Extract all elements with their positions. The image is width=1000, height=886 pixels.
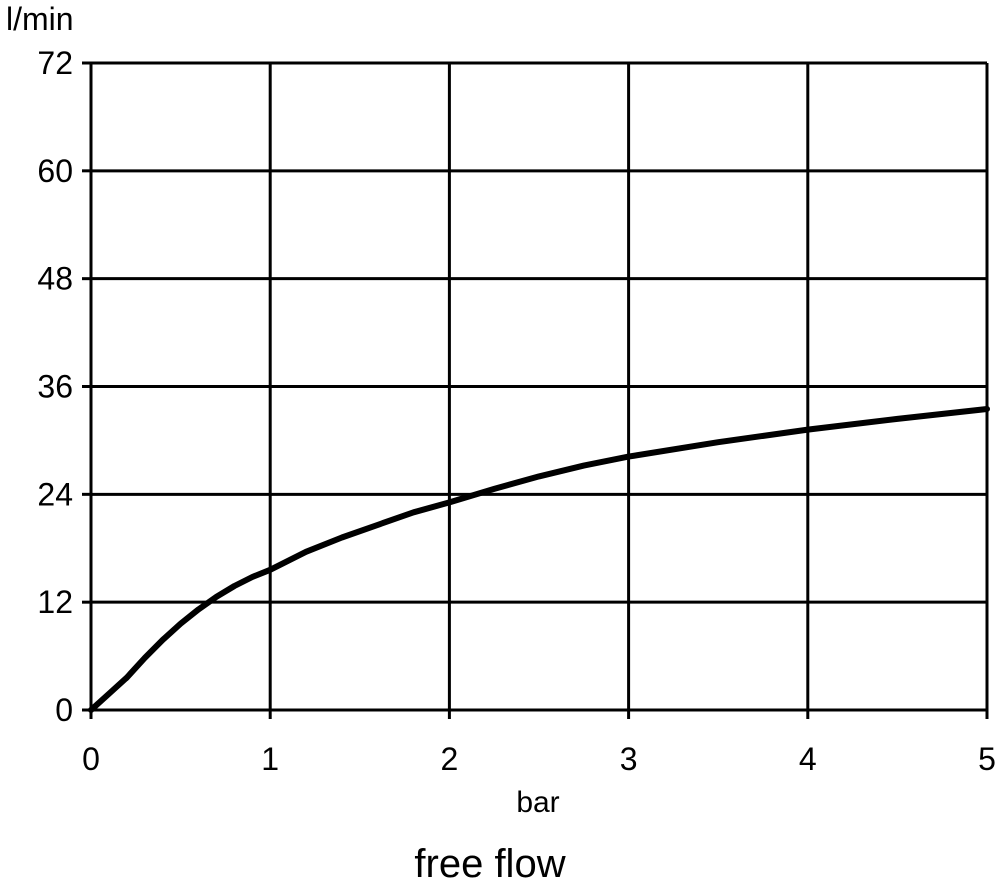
y-axis-unit-label: l/min [6,1,74,37]
x-tick-label-2: 2 [441,741,459,777]
y-tick-label-12: 12 [37,584,73,620]
chart-caption: free flow [414,842,565,886]
series-line-0 [91,409,987,710]
x-tick-label-5: 5 [978,741,996,777]
y-tick-label-0: 0 [55,692,73,728]
y-tick-label-24: 24 [37,476,73,512]
grid [91,63,987,710]
x-tick-label-3: 3 [620,741,638,777]
y-tick-label-48: 48 [37,261,73,297]
series [91,409,987,710]
x-tick-label-0: 0 [82,741,100,777]
y-tick-label-72: 72 [37,45,73,81]
x-tick-label-4: 4 [799,741,817,777]
y-tick-label-60: 60 [37,153,73,189]
x-axis-label: bar [516,786,559,819]
x-tick-label-1: 1 [261,741,279,777]
x-tick-labels: 0 1 2 3 4 5 [82,741,996,777]
y-tick-label-36: 36 [37,369,73,405]
y-tick-labels: 0 12 24 36 48 60 72 [37,45,73,728]
axes [82,63,987,719]
